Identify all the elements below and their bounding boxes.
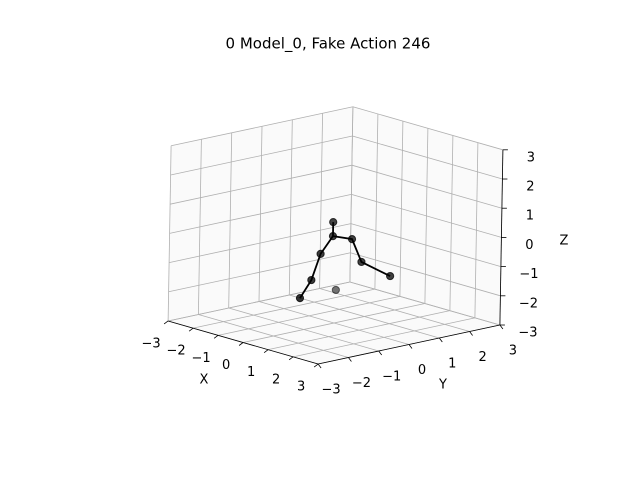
z-tick-label: 3 [527,150,535,165]
grid-line [350,223,502,267]
z-tick-label: −1 [519,267,538,282]
tick-mark [469,331,473,336]
grid-line [169,223,351,263]
y-tick-label: −3 [322,383,341,398]
x-tick-label: 0 [222,358,230,373]
z-tick-label: 0 [525,238,533,253]
tick-mark [348,357,352,362]
y-tick-label: 3 [509,344,517,359]
grid-line [258,301,410,345]
grid-line [351,194,502,238]
x-axis-label: X [200,373,209,388]
grid-line [170,164,352,205]
grid-line [170,135,353,176]
point [357,257,366,267]
tick-mark [313,363,319,368]
tick-mark [408,344,413,349]
y-axis-label: Y [438,378,447,393]
point [328,232,338,241]
grid-line [352,106,504,151]
z-tick-label: −3 [518,326,537,341]
grid-line [289,294,440,339]
grid-line [350,252,501,297]
z-axis-label: Z [560,234,569,249]
point [329,218,338,227]
tick-mark [188,327,194,332]
x-tick-label: −1 [192,351,211,366]
chart-title: 0 Model_0, Fake Action 246 [226,35,431,54]
x-tick-label: 2 [272,372,280,387]
point [316,249,325,258]
tick-mark [438,337,443,343]
tick-mark [317,363,322,369]
x-tick-label: 3 [297,380,305,395]
grid-line [228,307,379,352]
y-tick-label: −2 [352,376,371,391]
grid-line [168,281,350,322]
x-tick-label: −2 [167,344,186,359]
x-tick-label: 1 [247,365,255,380]
tick-mark [378,350,383,356]
z-tick-label: 2 [526,180,534,195]
grid-line [169,193,352,234]
tick-mark [499,324,504,330]
x-tick-label: −3 [142,336,161,351]
grid-line [168,252,351,293]
y-tick-label: 1 [448,357,456,372]
y-tick-label: 0 [418,363,426,378]
tick-mark [288,356,294,361]
point [331,285,340,295]
tick-mark [238,342,244,346]
grid-line [198,314,349,358]
tick-mark [263,349,269,353]
grid-line [351,164,503,209]
z-tick-label: −2 [519,296,538,311]
grid-line [171,106,353,147]
y-tick-label: −1 [382,370,401,385]
point [386,271,395,281]
skeleton-line [299,235,334,299]
grid-line [319,288,470,332]
grid-line [349,281,501,326]
z-tick-label: 1 [526,209,534,224]
grid-line [352,135,503,180]
point [347,235,357,244]
y-tick-label: 2 [478,350,486,365]
point [307,275,316,285]
tick-mark [213,335,219,339]
tick-mark [163,320,169,325]
point [295,294,305,303]
